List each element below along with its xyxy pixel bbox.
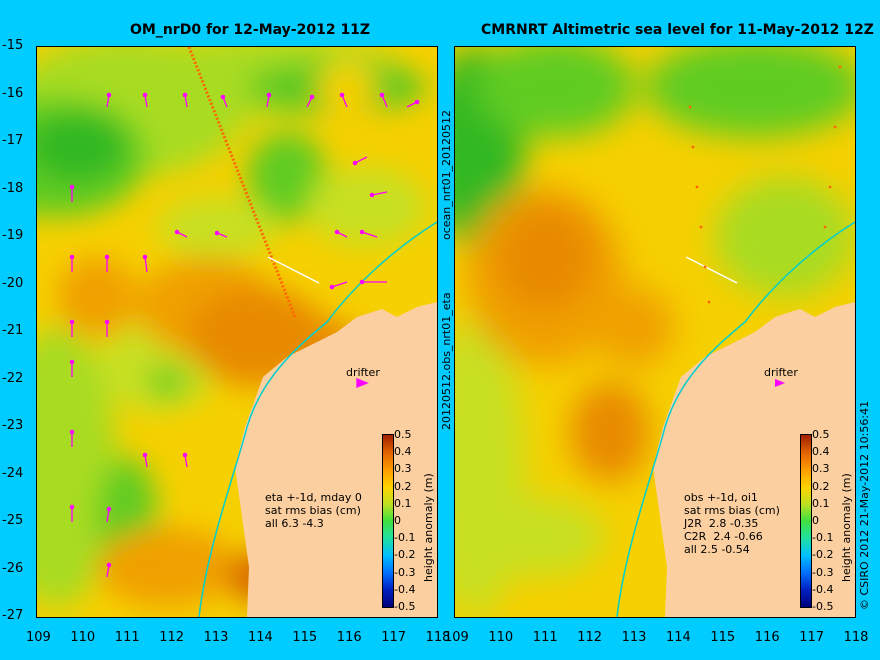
left-map-title: OM_nrD0 for 12-May-2012 11Z <box>130 22 371 38</box>
left-colorbar <box>382 434 394 608</box>
left-map-plot <box>37 47 437 617</box>
colorbar-tick-label: 0.3 <box>812 462 830 476</box>
left-stats-0: eta +-1d, mday 0 <box>265 491 362 504</box>
x-tick-label: 114 <box>666 630 691 645</box>
x-tick-label: 118 <box>843 630 869 645</box>
x-tick-label: 116 <box>754 630 780 645</box>
colorbar-tick-label: 0.5 <box>812 428 830 441</box>
left-stats-1: sat rms bias (cm) <box>265 504 361 517</box>
y-tick-label: -24 <box>2 465 24 481</box>
colorbar-tick-label: -0.4 <box>394 582 416 596</box>
right-stats-1: sat rms bias (cm) <box>684 504 780 517</box>
x-tick-label: 113 <box>621 630 647 645</box>
colorbar-tick-label: -0.3 <box>394 565 416 579</box>
y-tick-label: -18 <box>2 180 24 196</box>
colorbar-tick-label: -0.5 <box>812 600 834 613</box>
colorbar-tick-label: 0.5 <box>394 428 412 441</box>
left-colorbar-label: height anomaly (m) <box>422 473 435 582</box>
x-tick-label: 111 <box>532 630 558 645</box>
right-map-plot <box>455 47 855 617</box>
left-stats-2: all 6.3 -4.3 <box>265 517 324 530</box>
colorbar-tick-label: -0.1 <box>812 531 834 545</box>
y-tick-label: -19 <box>2 228 24 243</box>
colorbar-tick-label: -0.3 <box>812 565 834 579</box>
colorbar-tick-label: -0.2 <box>394 548 416 562</box>
colorbar-tick-label: 0.1 <box>812 496 830 510</box>
colorbar-tick-label: 0.4 <box>812 445 830 459</box>
y-tick-label: -21 <box>2 323 24 338</box>
right-colorbar-label: height anomaly (m) <box>840 473 853 582</box>
right-map-panel[interactable] <box>454 46 856 618</box>
left-side-label: ocean_nrt01_20120512 <box>440 109 453 240</box>
x-tick-label: 115 <box>292 630 318 645</box>
credit-label: © CSIRO 2012 21-May-2012 10:56:41 <box>858 400 871 610</box>
colorbar-tick-label: 0 <box>394 514 401 527</box>
colorbar-tick-label: 0 <box>812 514 819 527</box>
x-tick-label: 112 <box>577 630 603 645</box>
colorbar-tick-label: 0.3 <box>394 462 412 476</box>
colorbar-tick-label: -0.4 <box>812 582 834 596</box>
right-colorbar <box>800 434 812 608</box>
x-tick-label: 110 <box>488 630 514 645</box>
x-tick-label: 116 <box>336 630 362 645</box>
colorbar-tick-label: -0.2 <box>812 548 834 562</box>
colorbar-tick-label: 0.1 <box>394 496 412 510</box>
y-tick-label: -20 <box>2 275 24 291</box>
x-tick-label: 114 <box>248 630 273 645</box>
right-stats-0: obs +-1d, oi1 <box>684 491 758 504</box>
x-tick-label: 117 <box>381 630 407 645</box>
left-map-panel[interactable] <box>36 46 438 618</box>
x-tick-label: 117 <box>799 630 825 645</box>
colorbar-tick-label: 0.2 <box>394 479 412 493</box>
y-tick-label: -25 <box>2 513 24 528</box>
colorbar-tick-label: 0.4 <box>394 445 412 459</box>
x-tick-label: 109 <box>26 630 51 645</box>
y-tick-label: -22 <box>2 370 24 386</box>
x-tick-label: 115 <box>710 630 736 645</box>
y-tick-label: -15 <box>2 38 24 53</box>
y-tick-label: -27 <box>2 608 24 623</box>
x-tick-label: 112 <box>159 630 185 645</box>
colorbar-tick-label: 0.2 <box>812 479 830 493</box>
left-drifter-label: drifter <box>346 366 380 379</box>
right-map-title: CMRNRT Altimetric sea level for 11-May-2… <box>481 22 874 38</box>
right-stats-2: J2R 2.8 -0.35 <box>684 517 759 530</box>
y-tick-label: -16 <box>2 85 24 101</box>
x-tick-label: 113 <box>203 630 229 645</box>
x-tick-label: 118 <box>425 630 451 645</box>
right-drifter-label: drifter <box>764 366 798 379</box>
colorbar-tick-label: -0.1 <box>394 531 416 545</box>
y-tick-label: -26 <box>2 560 24 576</box>
x-tick-label: 110 <box>70 630 96 645</box>
colorbar-tick-label: -0.5 <box>394 600 416 613</box>
x-tick-label: 109 <box>444 630 469 645</box>
right-stats-3: C2R 2.4 -0.66 <box>684 530 763 543</box>
y-tick-label: -17 <box>2 133 24 148</box>
y-tick-label: -23 <box>2 418 24 433</box>
right-stats-4: all 2.5 -0.54 <box>684 543 750 556</box>
right-side-label: 20120512.obs_nrt01_eta <box>440 292 453 430</box>
x-tick-label: 111 <box>114 630 140 645</box>
